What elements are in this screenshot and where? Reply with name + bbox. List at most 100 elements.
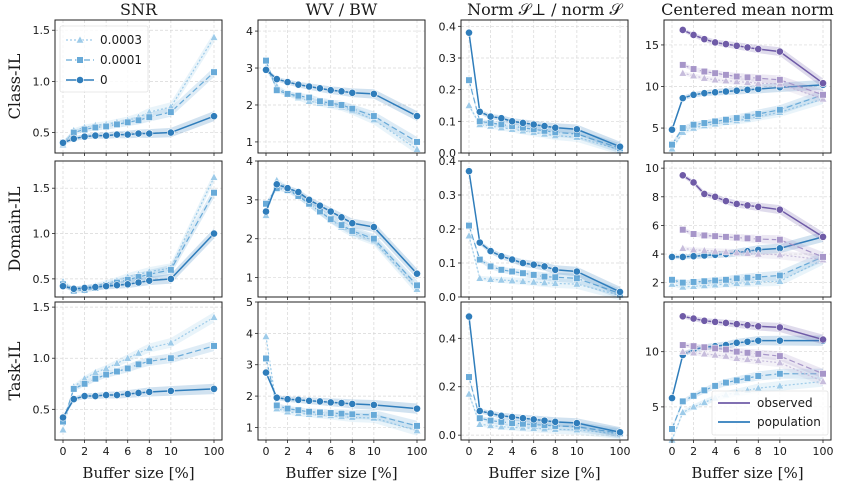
data-point — [710, 350, 720, 359]
data-point — [540, 122, 549, 130]
y-tick-label: 0.1 — [439, 115, 457, 128]
data-point — [262, 65, 270, 74]
data-point — [700, 245, 709, 254]
y-tick-label: 0.2 — [439, 381, 457, 394]
data-point — [327, 99, 335, 107]
data-point — [711, 344, 719, 352]
data-point — [679, 341, 687, 349]
data-point — [689, 314, 698, 323]
data-point — [465, 28, 473, 37]
data-point — [348, 400, 357, 408]
data-point — [102, 282, 111, 291]
data-point — [679, 397, 687, 405]
y-tick-label: 0.0 — [439, 291, 457, 304]
data-point — [776, 106, 784, 114]
data-point — [80, 125, 89, 134]
data-point — [497, 114, 506, 123]
data-point — [348, 88, 357, 97]
data-point — [711, 38, 720, 47]
data-point — [145, 129, 154, 138]
data-point — [91, 283, 100, 291]
data-point — [69, 284, 78, 293]
data-point — [733, 114, 741, 122]
confidence-band — [672, 254, 823, 290]
data-point — [668, 141, 676, 149]
data-point — [102, 122, 110, 130]
y-tick-label: 0.1 — [439, 257, 457, 270]
x-tick-label: 0 — [263, 445, 270, 458]
data-point — [678, 407, 688, 416]
data-point — [721, 279, 731, 288]
data-point — [689, 392, 698, 400]
data-point — [700, 397, 709, 406]
confidence-band — [672, 335, 823, 401]
data-point — [486, 420, 495, 429]
y-tick-label: 4 — [652, 248, 659, 261]
data-point — [134, 389, 143, 397]
data-point — [123, 353, 132, 362]
subplot-domain-il-centered-mean-norm: 2 4 6 8 10 — [645, 160, 832, 300]
y-tick-label: 5 — [652, 401, 659, 414]
x-tick-label: 100 — [407, 445, 428, 458]
y-tick-label: 2 — [246, 99, 253, 112]
data-point — [711, 232, 719, 240]
data-point — [326, 86, 335, 95]
data-point — [123, 130, 132, 139]
legend-label: observed — [757, 396, 813, 410]
confidence-band — [266, 178, 417, 295]
x-tick-label: 2 — [690, 445, 697, 458]
confidence-band — [682, 246, 823, 265]
y-tick-label: 1.5 — [33, 301, 51, 314]
y-tick-label: 3 — [246, 359, 253, 372]
confidence-band — [266, 66, 417, 155]
data-point — [508, 117, 517, 126]
x-tick-label: 8 — [552, 445, 559, 458]
data-point — [102, 131, 111, 140]
data-point — [689, 65, 698, 73]
data-point — [465, 222, 473, 230]
data-point — [743, 43, 752, 52]
confidence-band — [469, 223, 620, 299]
data-point — [689, 90, 698, 99]
subplot-task-il-norm-ratio: 0.0 0.2 0.4 0 2 4 6 8 10 100 — [439, 301, 631, 458]
subplot-domain-il-snr: 0.5 1.0 1.5 — [33, 160, 223, 300]
data-point — [775, 358, 785, 366]
data-point — [134, 348, 143, 357]
data-point — [497, 120, 505, 129]
legend-label: 0.0001 — [100, 53, 142, 67]
y-tick-label: 3 — [246, 194, 253, 207]
data-point — [721, 247, 731, 256]
data-point — [316, 201, 324, 210]
data-point — [529, 415, 538, 424]
data-point — [733, 376, 741, 384]
data-point — [710, 75, 720, 84]
data-point — [519, 269, 527, 277]
data-point — [102, 391, 111, 399]
data-point — [91, 123, 99, 132]
data-point — [743, 278, 752, 286]
data-point — [209, 32, 219, 41]
data-point — [486, 247, 495, 255]
data-point — [540, 262, 549, 271]
data-point — [754, 249, 763, 258]
confidence-band — [63, 67, 214, 145]
data-point — [412, 426, 422, 434]
series-line — [682, 72, 824, 100]
data-point — [700, 386, 708, 394]
data-point — [59, 413, 67, 422]
y-tick-label: 0.4 — [439, 332, 457, 345]
confidence-band — [469, 374, 620, 439]
subplot-class-il-norm-ratio: 0.0 0.1 0.2 0.3 0.4 — [439, 19, 629, 160]
data-point — [689, 342, 698, 350]
y-tick-label: 0.5 — [33, 127, 51, 140]
data-point — [305, 93, 313, 102]
data-point — [413, 112, 421, 120]
data-point — [540, 272, 549, 281]
series-line — [682, 315, 824, 341]
data-point — [337, 399, 346, 407]
data-point — [722, 378, 730, 387]
data-point — [272, 180, 281, 189]
data-point — [678, 253, 687, 261]
data-point — [413, 269, 421, 278]
